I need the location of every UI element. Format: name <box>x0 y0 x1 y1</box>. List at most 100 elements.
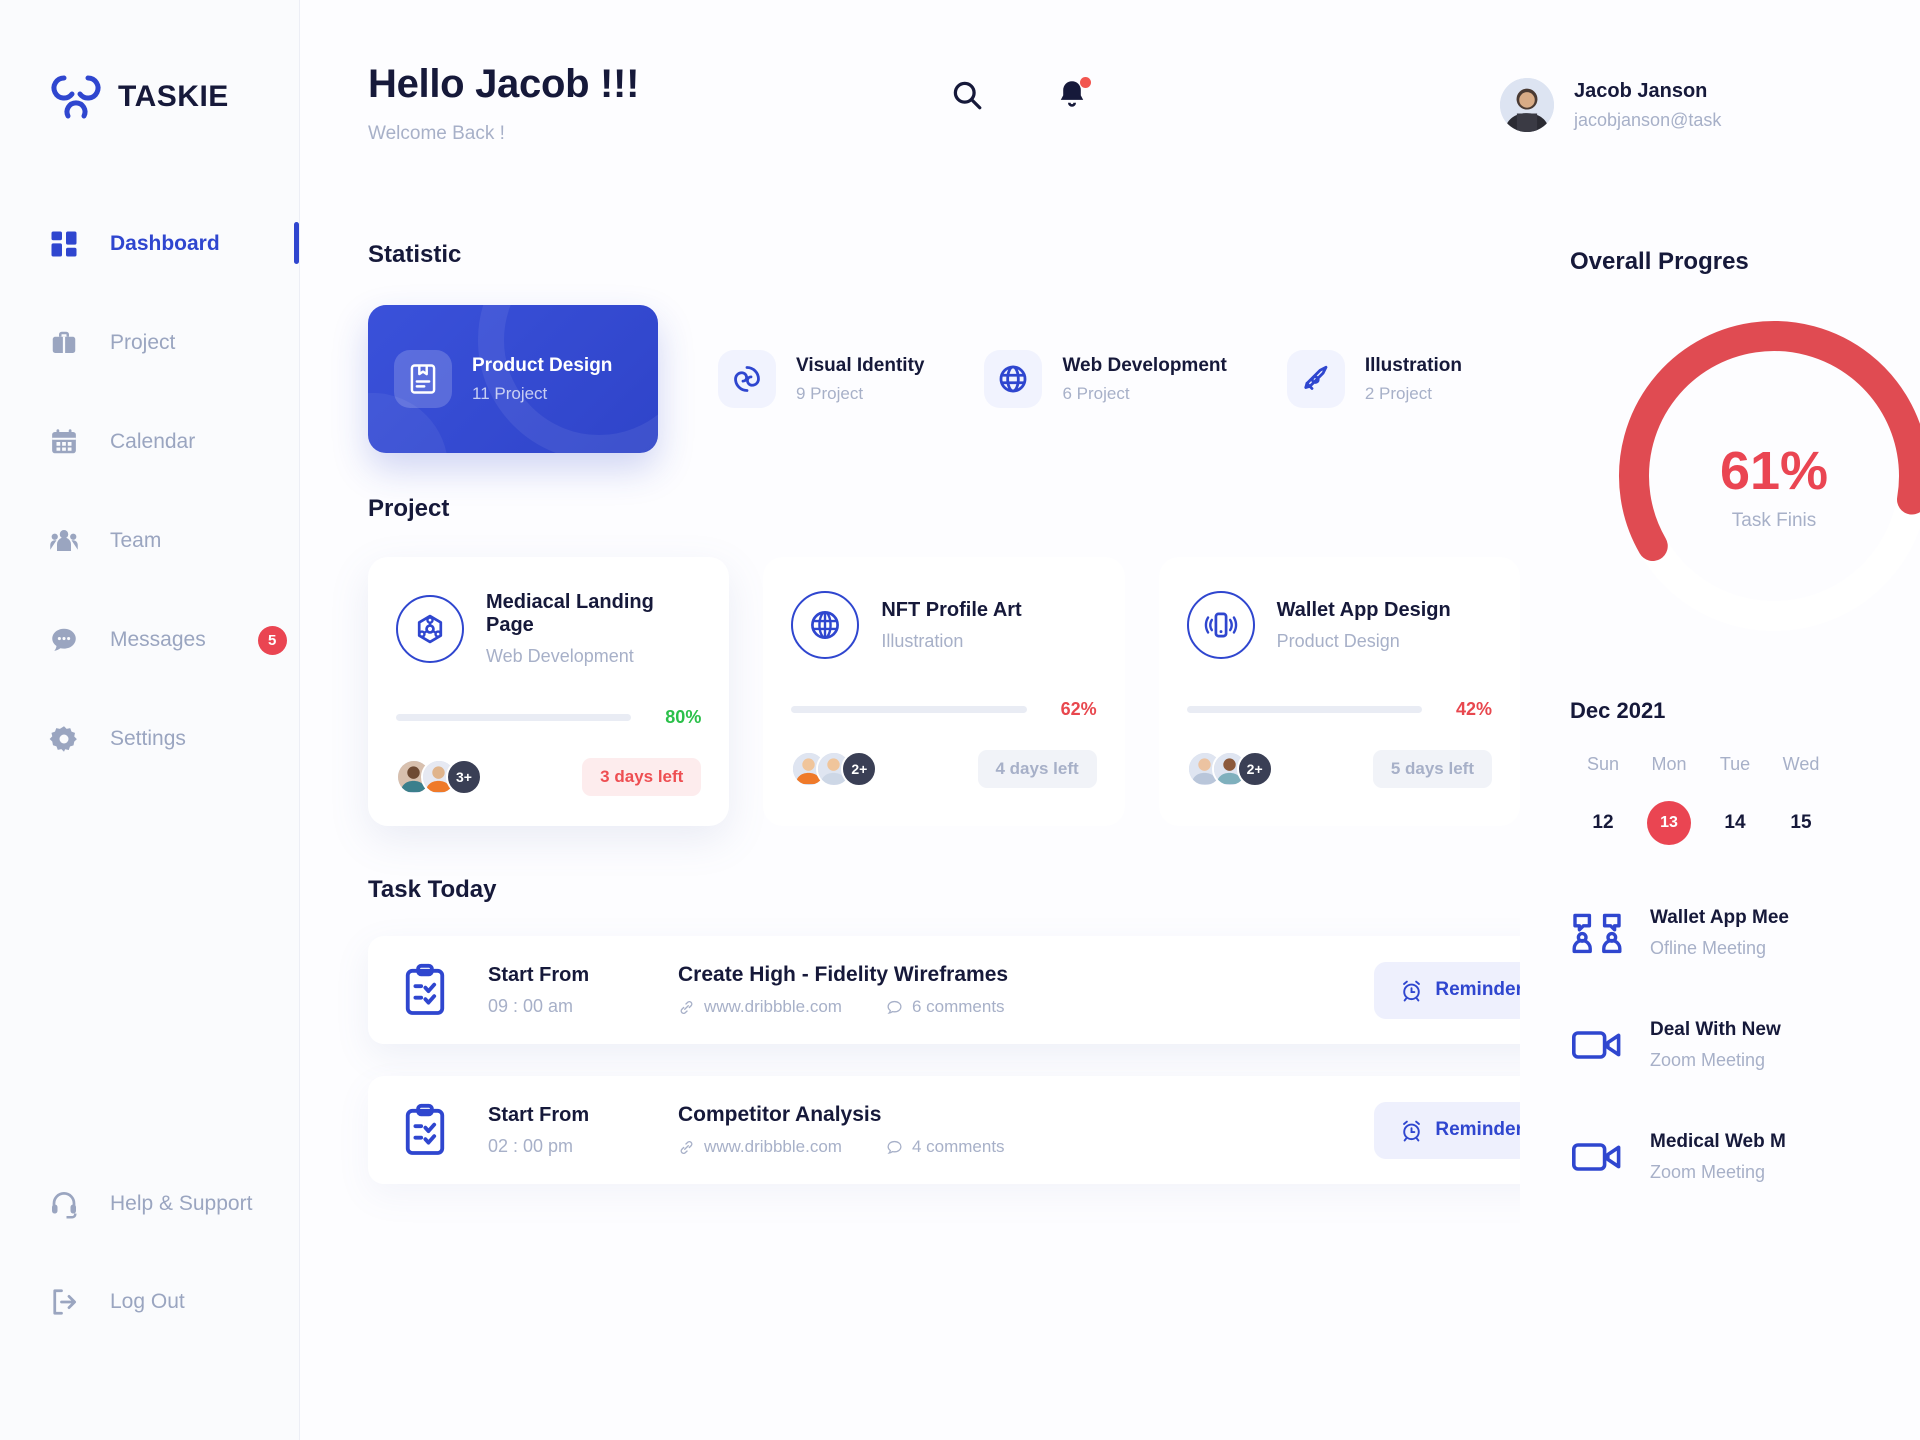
project-days-left: 4 days left <box>977 750 1097 788</box>
statistic-card-name: Illustration <box>1364 354 1462 376</box>
reminder-button[interactable]: Reminder <box>1374 961 1549 1019</box>
people-icon <box>48 525 80 557</box>
task-link[interactable]: www.dribbble.com <box>678 1137 842 1157</box>
clipboard-check-icon <box>402 1103 448 1157</box>
calendar-dow: Mon <box>1651 754 1687 774</box>
meeting-item-wallet-app[interactable]: Wallet App Mee Ofline Meeting <box>1570 907 1920 959</box>
overall-progress-donut: 61% Task Finis <box>1594 306 1920 636</box>
sidebar-item-label: Settings <box>110 727 186 750</box>
sidebar-item-label: Project <box>110 331 176 354</box>
chat-bubble-icon <box>48 624 80 656</box>
project-card-wallet-app-design[interactable]: Wallet App Design Product Design 42% 2+ <box>1158 557 1520 826</box>
statistic-card-count: 6 Project <box>1062 383 1130 403</box>
task-title: Create High - Fidelity Wireframes <box>678 963 1009 986</box>
project-avatars: 3+ <box>396 759 482 795</box>
bell-icon[interactable] <box>1056 77 1091 112</box>
calendar-day-sun[interactable]: Sun 12 <box>1570 754 1636 845</box>
reminder-button[interactable]: Reminder <box>1374 1101 1549 1159</box>
user-profile[interactable]: Jacob Janson jacobjanson@task <box>1500 78 1920 132</box>
sidebar: TASKIE Dashboard Project Calend <box>0 0 300 1440</box>
main-content: Hello Jacob !!! Welcome Back ! Statistic <box>300 0 1583 1440</box>
calendar-date: 15 <box>1790 812 1812 833</box>
statistic-card-illustration[interactable]: Illustration 2 Project <box>1286 350 1462 408</box>
meeting-name: Deal With New <box>1650 1019 1781 1040</box>
calendar-day-tue[interactable]: Tue 14 <box>1702 754 1768 845</box>
statistic-title: Statistic <box>368 241 462 268</box>
sidebar-item-calendar[interactable]: Calendar <box>0 412 299 472</box>
statistic-card-visual-identity[interactable]: Visual Identity 9 Project <box>718 350 924 408</box>
project-progress-bar: 80% <box>396 707 701 728</box>
calendar-day-wed[interactable]: Wed 15 <box>1768 754 1834 845</box>
brand-name: TASKIE <box>118 80 229 113</box>
grid-icon <box>48 228 80 260</box>
link-icon <box>680 1140 693 1154</box>
sidebar-item-project[interactable]: Project <box>0 313 299 373</box>
donut-chart <box>1619 320 1920 631</box>
document-icon <box>394 350 452 408</box>
sidebar-item-label: Log Out <box>110 1290 185 1313</box>
meeting-name: Wallet App Mee <box>1650 907 1789 928</box>
project-progress-bar: 42% <box>1186 699 1492 720</box>
overall-progress-label: Task Finis <box>1731 510 1817 531</box>
sidebar-item-settings[interactable]: Settings <box>0 709 299 769</box>
sidebar-item-label: Help & Support <box>110 1192 253 1215</box>
task-row[interactable]: Start From 09 : 00 am Create High - Fide… <box>368 936 1583 1044</box>
meeting-item-deal-with-new[interactable]: Deal With New Zoom Meeting <box>1570 1019 1920 1071</box>
video-camera-icon <box>1570 1135 1624 1179</box>
logout-icon <box>48 1286 80 1318</box>
avatar-more-count: 2+ <box>841 751 878 787</box>
project-card-medical-landing-page[interactable]: Mediacal Landing Page Web Development 80… <box>368 557 730 826</box>
overall-progress-percent: 61% <box>1719 441 1829 501</box>
search-icon[interactable] <box>950 78 984 112</box>
meeting-list: Wallet App Mee Ofline Meeting Deal With … <box>1570 907 1920 1183</box>
task-link[interactable]: www.dribbble.com <box>678 997 842 1017</box>
user-email: jacobjanson@task <box>1574 109 1722 130</box>
task-comments-text: 4 comments <box>911 1137 1005 1156</box>
calendar-month: Dec 2021 <box>1570 698 1666 723</box>
sidebar-item-label: Calendar <box>110 430 196 453</box>
task-today-title: Task Today <box>368 876 497 903</box>
task-row[interactable]: Start From 02 : 00 pm Competitor Analysi… <box>368 1076 1583 1184</box>
comment-icon <box>887 1000 902 1014</box>
task-comments[interactable]: 4 comments <box>886 1137 1005 1157</box>
meeting-item-medical-web[interactable]: Medical Web M Zoom Meeting <box>1570 1131 1920 1183</box>
project-percent: 80% <box>665 707 702 727</box>
taskie-logo-icon <box>48 72 104 122</box>
task-comments[interactable]: 6 comments <box>886 997 1005 1017</box>
sidebar-item-team[interactable]: Team <box>0 511 299 571</box>
project-card-nft-profile-art[interactable]: NFT Profile Art Illustration 62% 2+ <box>763 557 1125 826</box>
meeting-type: Zoom Meeting <box>1650 1050 1766 1070</box>
statistic-card-web-development[interactable]: Web Development 6 Project <box>984 350 1227 408</box>
sidebar-item-dashboard[interactable]: Dashboard <box>0 214 299 274</box>
calendar-dow: Sun <box>1586 754 1620 774</box>
sidebar-item-logout[interactable]: Log Out <box>0 1272 299 1332</box>
notification-dot <box>1080 77 1091 88</box>
project-section: Project Mediacal Landing Page Web Develo… <box>300 495 1520 826</box>
page-title: Hello Jacob !!! <box>368 62 640 106</box>
calendar-dow: Wed <box>1782 754 1820 774</box>
meeting-type: Zoom Meeting <box>1650 1162 1766 1182</box>
user-name: Jacob Janson <box>1574 79 1708 102</box>
statistic-card-product-design[interactable]: Product Design 11 Project <box>368 305 658 453</box>
project-cards: Mediacal Landing Page Web Development 80… <box>368 557 1520 826</box>
right-panel: Jacob Janson jacobjanson@task Overall Pr… <box>1500 0 1920 1440</box>
project-days-left: 5 days left <box>1372 750 1492 788</box>
sidebar-item-messages[interactable]: Messages 5 <box>0 610 299 670</box>
task-title: Competitor Analysis <box>678 1103 882 1126</box>
calendar-date-today: 13 <box>1636 801 1702 845</box>
project-card-category: Illustration <box>881 630 964 651</box>
sidebar-item-help-support[interactable]: Help & Support <box>0 1174 299 1234</box>
brand-logo[interactable]: TASKIE <box>0 0 299 122</box>
spiral-icon <box>718 350 776 408</box>
sidebar-nav: Dashboard Project Calendar Team <box>0 214 299 769</box>
comment-icon <box>887 1140 902 1154</box>
meeting-name: Medical Web M <box>1650 1131 1786 1152</box>
task-time: 02 : 00 pm <box>488 1135 574 1156</box>
project-avatars: 2+ <box>1186 751 1273 787</box>
calendar-day-mon[interactable]: Mon 13 <box>1636 754 1702 845</box>
briefcase-icon <box>48 327 80 359</box>
globe-icon <box>984 350 1043 408</box>
clipboard-check-icon <box>402 963 448 1017</box>
pen-nib-icon <box>1286 350 1345 408</box>
